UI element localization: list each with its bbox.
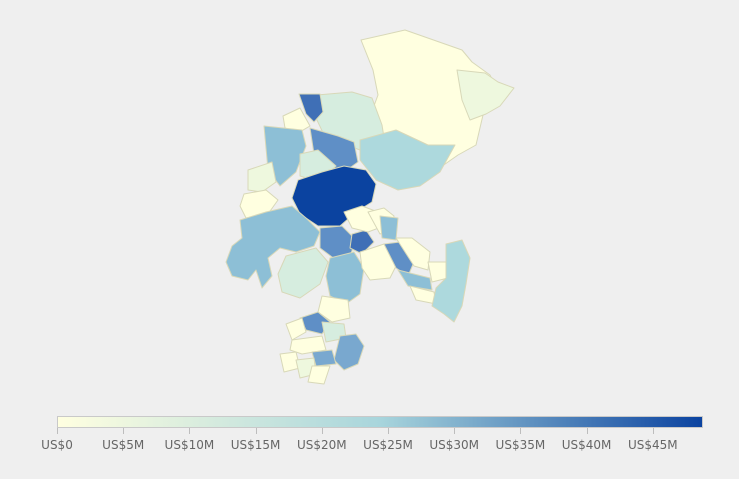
legend-tick [321, 428, 323, 434]
legend-tick [189, 428, 191, 434]
map-region[interactable] [263, 125, 307, 187]
map-region[interactable] [282, 107, 311, 134]
legend-tick-label: US$10M [164, 438, 215, 452]
map-region[interactable] [325, 251, 365, 305]
map-region[interactable] [317, 295, 351, 323]
legend-tick [520, 428, 522, 434]
map-region[interactable] [359, 129, 456, 191]
map-region[interactable] [285, 317, 307, 341]
legend-tick-label: US$25M [363, 438, 413, 452]
legend-tick-label: US$0 [41, 438, 73, 452]
legend-tick [454, 428, 456, 434]
legend-tick-label: US$40M [561, 438, 612, 452]
legend-tick [652, 428, 654, 434]
map-region[interactable] [277, 247, 329, 299]
color-legend: US$0 US$5M US$10M US$15M US$20M US$25M US$30M U… [41, 416, 703, 456]
legend-tick-label: US$20M [296, 438, 347, 452]
legend-gradient-bar [57, 416, 703, 428]
legend-tick [388, 428, 389, 434]
map-region[interactable] [298, 93, 324, 123]
map-region[interactable] [431, 239, 471, 323]
legend-tick-label: US$15M [230, 438, 281, 452]
legend-tick [586, 428, 588, 434]
map-region[interactable] [397, 269, 433, 291]
legend-tick [255, 428, 257, 434]
legend-tick-label: US$45M [627, 438, 678, 452]
map-region[interactable] [247, 161, 277, 193]
legend-tick-label: US$30M [429, 438, 480, 452]
legend-tick [123, 428, 125, 434]
legend-tick-label: US$5M [102, 438, 145, 452]
map-region[interactable] [383, 241, 415, 277]
map-region[interactable] [456, 69, 515, 121]
map-region[interactable] [395, 237, 431, 271]
map-region[interactable] [307, 365, 331, 385]
legend-tick [57, 428, 58, 434]
map-region[interactable] [225, 205, 321, 289]
map-region[interactable] [379, 215, 399, 241]
legend-tick-label: US$35M [495, 438, 546, 452]
map-region[interactable] [311, 349, 337, 367]
